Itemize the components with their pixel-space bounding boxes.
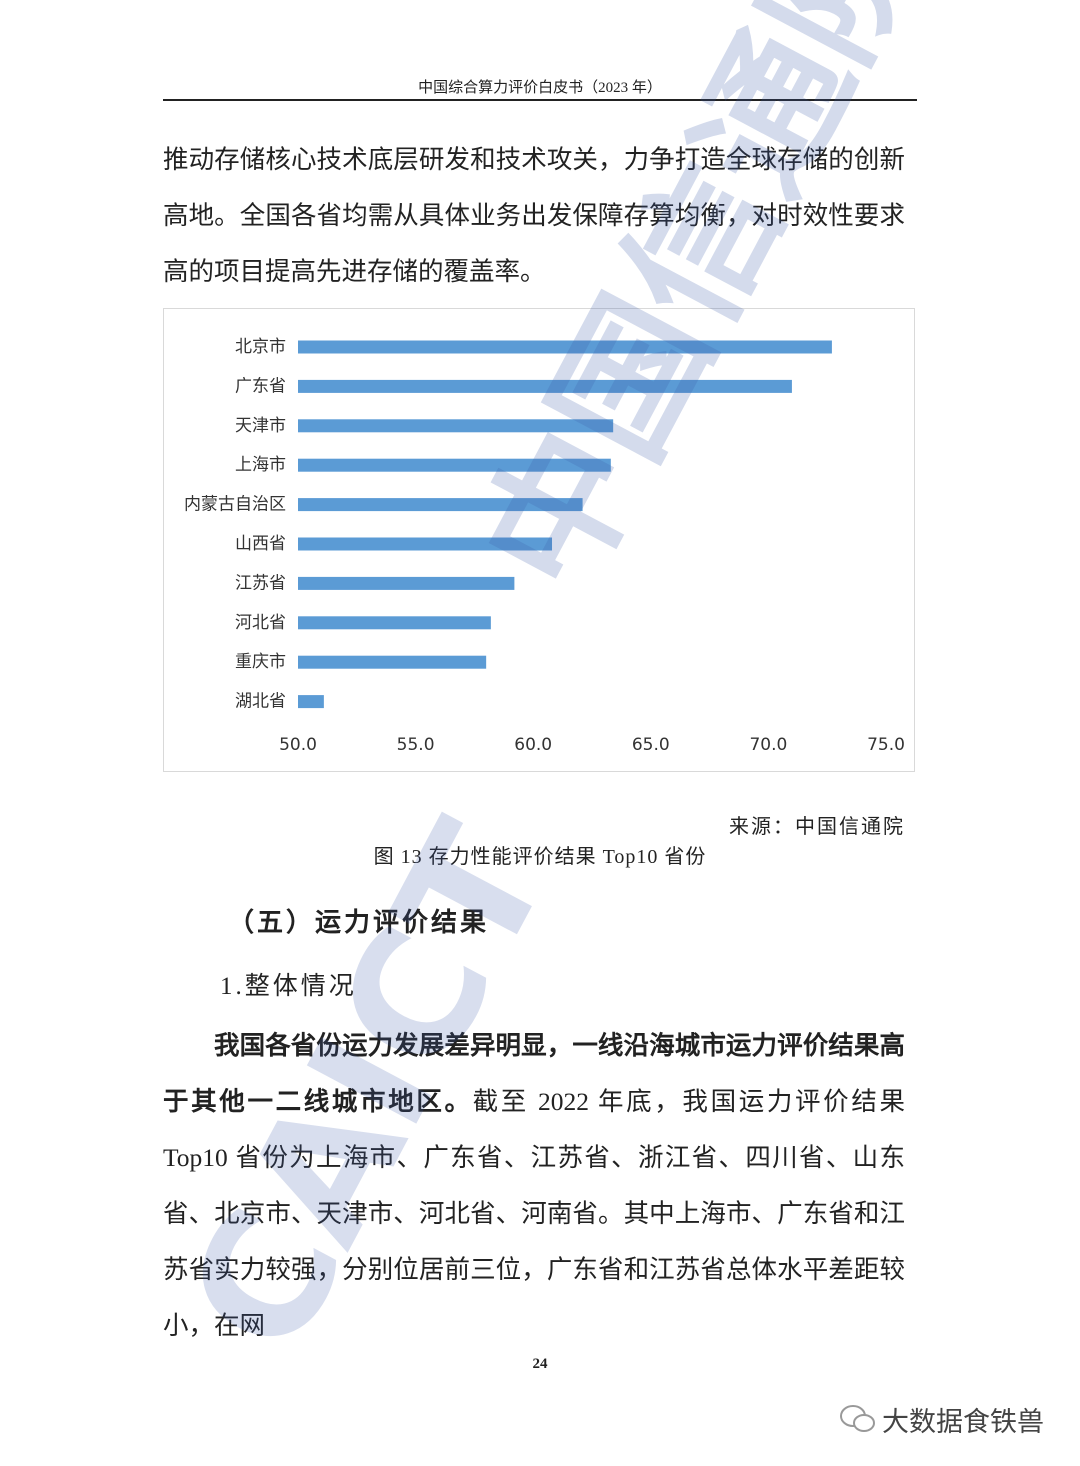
paragraph: 推动存储核心技术底层研发和技术攻关，力争打造全球存储的创新高地。全国各省均需从具… xyxy=(163,145,905,286)
figure-caption: 图 13 存力性能评价结果 Top10 省份 xyxy=(373,846,707,868)
bar xyxy=(298,695,324,709)
x-tick-label: 75.0 xyxy=(867,735,905,755)
x-tick-label: 55.0 xyxy=(397,735,435,755)
bar xyxy=(298,458,611,472)
y-tick-label: 天津市 xyxy=(235,416,286,436)
y-tick-label: 上海市 xyxy=(235,455,286,475)
header-title: 中国综合算力评价白皮书（2023 年） xyxy=(418,80,662,96)
y-tick-label: 江苏省 xyxy=(235,573,286,593)
y-tick-label: 重庆市 xyxy=(235,652,286,672)
paragraph-text: 截至 2022 年底，我国运力评价结果 Top10 省份为上海市、广东省、江苏省… xyxy=(163,1087,905,1340)
bar xyxy=(298,576,515,590)
x-tick-label: 60.0 xyxy=(514,735,552,755)
chart: 50.0 55.0 60.0 65.0 70.0 75.0 北京市广东省天津市上海市内蒙古自… xyxy=(163,308,915,772)
bar xyxy=(298,498,583,512)
paragraph: 我国各省份运力发展差异明显，一线沿海城市运力评价结果高于其他一二线城市地区。截至… xyxy=(163,1018,905,1354)
figure-source: 来源：中国信通院 xyxy=(729,816,905,838)
y-tick-label: 河北省 xyxy=(235,613,286,633)
y-tick-label: 广东省 xyxy=(235,376,286,396)
wechat-icon xyxy=(840,1405,875,1432)
page-number: 24 xyxy=(532,1356,548,1372)
y-tick-label: 内蒙古自治区 xyxy=(184,495,286,515)
paragraph-bold: 我国各省份运力发展差异明显，一线沿海城市运力评价结果高于其他一二线城市地区。 xyxy=(163,1031,905,1116)
section-subheading: 1.整体情况 xyxy=(220,973,357,1000)
bar xyxy=(298,379,792,393)
x-tick-label: 50.0 xyxy=(279,735,317,755)
bar xyxy=(298,616,491,630)
x-tick-label: 70.0 xyxy=(749,735,787,755)
bar xyxy=(298,419,614,433)
y-tick-label: 北京市 xyxy=(235,337,286,357)
account-name: 大数据食铁兽 xyxy=(882,1407,1044,1438)
y-tick-label: 山西省 xyxy=(235,534,286,554)
bar xyxy=(298,340,832,354)
bar xyxy=(298,655,487,669)
header-rule xyxy=(163,99,917,101)
y-tick-label: 湖北省 xyxy=(235,692,286,712)
x-tick-label: 65.0 xyxy=(632,735,670,755)
bar xyxy=(298,537,553,551)
section-heading: （五）运力评价结果 xyxy=(228,908,490,937)
